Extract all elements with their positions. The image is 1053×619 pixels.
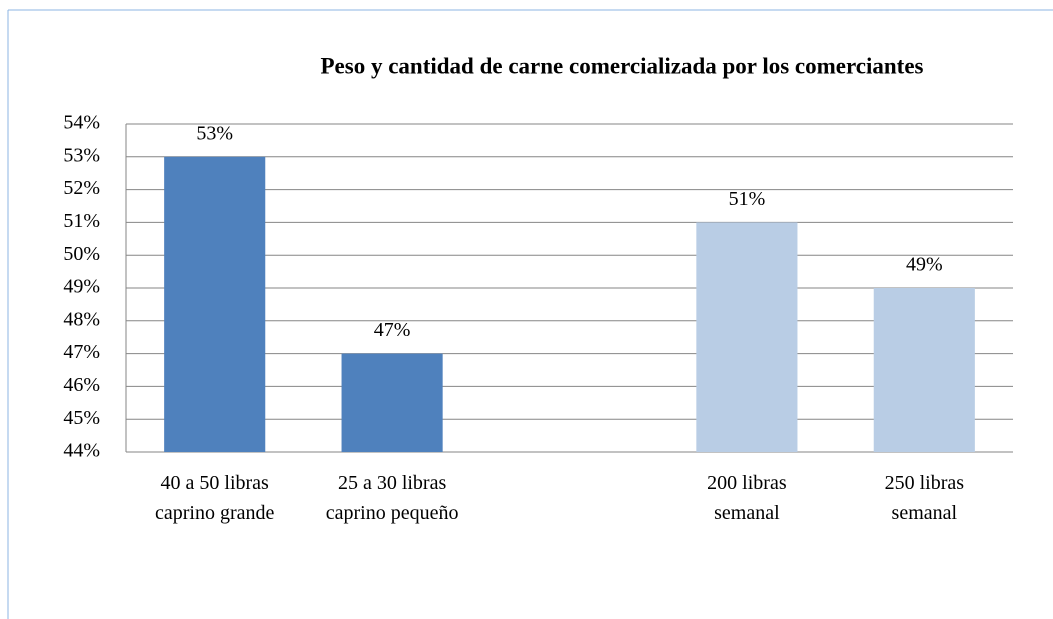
x-tick-label: 40 a 50 libras caprino grande (155, 472, 275, 524)
y-tick-label: 45% (63, 407, 100, 429)
bar (873, 288, 975, 452)
y-tick-label: 47% (63, 341, 100, 363)
y-tick-label: 48% (63, 308, 100, 330)
y-tick-label: 51% (63, 210, 100, 232)
y-tick-label: 46% (63, 374, 100, 396)
data-label: 51% (729, 188, 766, 210)
bar (341, 353, 443, 452)
x-tick-label: 25 a 30 libras caprino pequeño (326, 472, 459, 524)
y-tick-label: 44% (63, 440, 100, 462)
data-label: 47% (374, 319, 411, 341)
bar (164, 156, 266, 453)
y-tick-label: 49% (63, 276, 100, 298)
y-tick-label: 50% (63, 243, 100, 265)
y-tick-label: 52% (63, 177, 100, 199)
y-tick-label: 54% (63, 112, 100, 134)
data-label: 49% (906, 254, 943, 276)
chart-title: Peso y cantidad de carne comercializada … (320, 53, 923, 78)
x-tick-label: 200 libras semanal (707, 472, 787, 524)
x-tick-label: 250 libras semanal (885, 472, 965, 524)
y-tick-label: 53% (63, 144, 100, 166)
bar (696, 222, 798, 452)
data-label: 53% (196, 122, 233, 144)
